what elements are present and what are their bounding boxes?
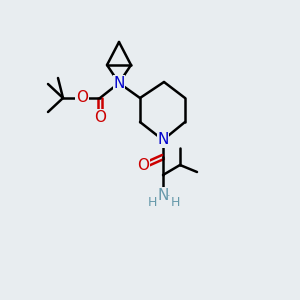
Text: O: O [76, 91, 88, 106]
Text: N: N [157, 133, 169, 148]
Text: H: H [170, 196, 180, 209]
Text: O: O [137, 158, 149, 172]
Text: N: N [113, 76, 125, 91]
Text: ·: · [167, 191, 171, 201]
Text: N: N [157, 188, 169, 202]
Text: O: O [94, 110, 106, 124]
Text: H: H [147, 196, 157, 209]
